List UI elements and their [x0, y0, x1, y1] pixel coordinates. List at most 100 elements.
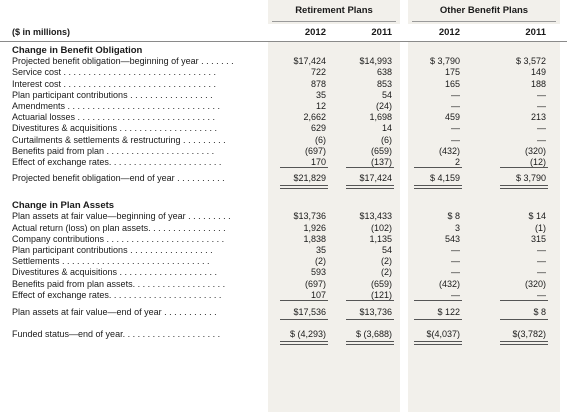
- row-value: 878: [310, 78, 326, 89]
- column-header-rule: [0, 41, 567, 42]
- row-value: —: [537, 267, 546, 278]
- row-value: 593: [310, 267, 326, 278]
- row-label: Benefits paid from plan . . . . . . . . …: [12, 145, 215, 156]
- row-value: —: [451, 289, 460, 300]
- funded-double-rule: [414, 341, 462, 345]
- row-label: Actual return (loss) on plan assets. . .…: [12, 222, 226, 233]
- funded-value: $(3,782): [512, 329, 546, 339]
- row-value: (121): [370, 289, 392, 300]
- row-value: (102): [370, 222, 392, 233]
- total-value: $13,736: [359, 307, 392, 317]
- row-value: (2): [381, 256, 392, 267]
- row-label: Divestitures & acquisitions . . . . . . …: [12, 123, 218, 134]
- row-label: Service cost . . . . . . . . . . . . . .…: [12, 67, 217, 78]
- row-value: $ 8: [447, 211, 460, 222]
- benefit-obligation-title: Change in Benefit Obligation: [12, 45, 143, 56]
- row-value: 722: [310, 67, 326, 78]
- total-rule: [346, 319, 394, 320]
- retirement-plans-header: Retirement Plans: [295, 5, 373, 16]
- row-value: (6): [381, 134, 392, 145]
- row-label: Curtailments & settlements & restructuri…: [12, 134, 226, 145]
- row-value: (697): [304, 145, 326, 156]
- row-value: 2: [454, 157, 460, 167]
- row-value: 165: [444, 78, 460, 89]
- plan-assets-title: Change in Plan Assets: [12, 200, 115, 212]
- row-label: Interest cost . . . . . . . . . . . . . …: [12, 78, 217, 89]
- row-value: 1,135: [369, 233, 392, 244]
- row-value: (137): [370, 157, 392, 167]
- total-value: $ 8: [533, 307, 546, 317]
- row-value: 54: [381, 245, 392, 255]
- row-value: —: [451, 245, 460, 255]
- total-rule: [280, 319, 328, 320]
- total-value: $17,536: [293, 307, 326, 317]
- row-label: Plan participant contributions . . . . .…: [12, 245, 213, 255]
- other-benefit-plans-header: Other Benefit Plans: [439, 5, 529, 16]
- subtotal-rule: [280, 300, 328, 301]
- row-value: 35: [315, 245, 326, 255]
- row-value: —: [451, 134, 460, 145]
- column-header-bg: [0, 24, 567, 42]
- row-value: 12: [315, 101, 326, 111]
- total-rule: [500, 319, 548, 320]
- row-value: (320): [524, 278, 546, 289]
- row-value: 35: [315, 89, 326, 100]
- row-label: Divestitures & acquisitions . . . . . . …: [12, 267, 218, 278]
- row-value: (432): [438, 278, 460, 289]
- row-value: —: [537, 256, 546, 267]
- row-value: —: [537, 289, 546, 300]
- total-value: $21,829: [293, 173, 326, 184]
- subtotal-rule: [500, 167, 548, 169]
- year-other-2011: 2011: [525, 27, 546, 38]
- row-value: (432): [438, 145, 460, 156]
- row-label: Projected benefit obligation—beginning o…: [12, 56, 234, 67]
- row-value: $13,433: [359, 211, 392, 222]
- row-value: —: [451, 267, 460, 278]
- funded-value: $(4,037): [426, 329, 460, 339]
- row-value: —: [451, 256, 460, 267]
- row-value: 1,926: [303, 222, 326, 233]
- row-value: 149: [530, 67, 546, 78]
- row-value: —: [537, 101, 546, 111]
- row-value: (697): [304, 278, 326, 289]
- row-value: 175: [444, 67, 460, 78]
- row-value: 14: [381, 123, 392, 134]
- funded-value: $ (4,293): [289, 329, 326, 339]
- funded-double-rule: [500, 341, 548, 345]
- row-value: $17,424: [293, 56, 326, 67]
- row-value: —: [451, 101, 460, 111]
- row-value: 188: [530, 78, 546, 89]
- row-value: —: [537, 123, 546, 134]
- row-value: (6): [315, 134, 326, 145]
- row-value: (659): [370, 145, 392, 156]
- row-label: Benefits paid from plan assets. . . . . …: [12, 278, 226, 289]
- retirement-header-rule: [272, 21, 396, 22]
- row-value: 170: [310, 157, 326, 167]
- row-value: (24): [375, 101, 392, 111]
- total-double-rule: [280, 185, 328, 190]
- row-value: $ 14: [528, 211, 546, 222]
- row-value: 853: [376, 78, 392, 89]
- row-value: $14,993: [359, 56, 392, 67]
- row-value: —: [451, 89, 460, 100]
- total-label: Plan assets at fair value—end of year . …: [12, 307, 217, 317]
- total-double-rule: [500, 185, 548, 190]
- funded-double-rule: [280, 341, 328, 345]
- other-header-rule: [412, 21, 556, 22]
- row-label: Plan participant contributions . . . . .…: [12, 89, 213, 100]
- row-value: (2): [315, 256, 326, 267]
- row-value: 213: [530, 112, 546, 123]
- total-rule: [414, 319, 462, 320]
- subtotal-rule: [414, 167, 462, 169]
- row-label: Company contributions . . . . . . . . . …: [12, 233, 225, 244]
- row-value: 629: [310, 123, 326, 134]
- year-retirement-2011: 2011: [371, 27, 392, 38]
- funded-double-rule: [346, 341, 394, 345]
- column-header-row: ($ in millions) 2012 2011 2012 2011: [0, 24, 567, 42]
- row-value: 107: [310, 289, 326, 300]
- row-value: (2): [381, 267, 392, 278]
- row-label: Effect of exchange rates. . . . . . . . …: [12, 157, 222, 167]
- row-value: 3: [454, 222, 460, 233]
- row-label: Plan assets at fair value—beginning of y…: [12, 211, 231, 222]
